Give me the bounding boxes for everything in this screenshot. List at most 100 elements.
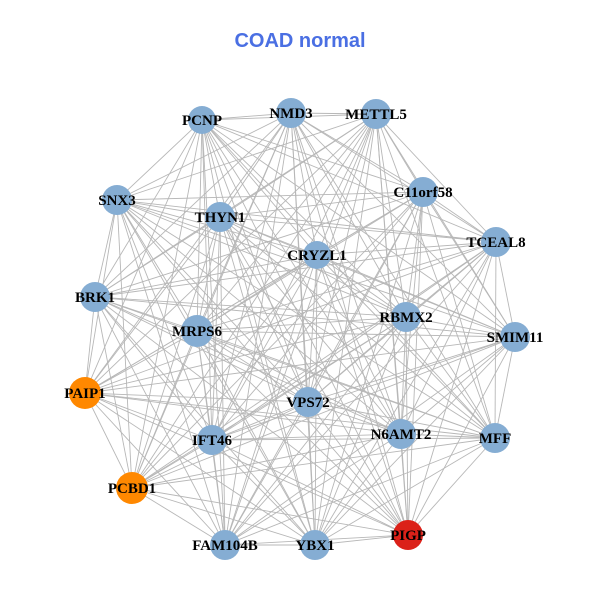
edge-C11orf58-BRK1 xyxy=(94,191,424,298)
edge-NMD3-RBMX2 xyxy=(290,112,407,318)
edge-SMIM11-VPS72 xyxy=(307,336,516,403)
edge-SNX3-BRK1 xyxy=(94,199,118,298)
edge-MRPS6-PIGP xyxy=(196,330,409,536)
edge-SMIM11-PAIP1 xyxy=(84,336,516,394)
edge-PCBD1-YBX1 xyxy=(131,487,316,546)
edge-SMIM11-YBX1 xyxy=(314,336,516,546)
edge-IFT46-MFF xyxy=(211,437,496,441)
edge-METTL5-MFF xyxy=(375,113,496,439)
edge-PCNP-RBMX2 xyxy=(201,119,407,318)
node-BRK1 xyxy=(80,282,110,312)
edge-SNX3-N6AMT2 xyxy=(116,199,402,435)
node-RBMX2 xyxy=(391,302,421,332)
edge-METTL5-CRYZL1 xyxy=(316,113,377,256)
edge-METTL5-PIGP xyxy=(375,113,409,536)
edge-THYN1-PCBD1 xyxy=(131,216,221,489)
edge-PCNP-N6AMT2 xyxy=(201,119,402,435)
edge-RBMX2-MFF xyxy=(405,316,496,439)
edge-CRYZL1-PIGP xyxy=(316,254,409,536)
edge-MFF-PIGP xyxy=(407,437,496,536)
edge-METTL5-VPS72 xyxy=(307,113,377,403)
edge-MRPS6-MFF xyxy=(196,330,496,439)
edge-TCEAL8-SMIM11 xyxy=(495,241,516,338)
node-NMD3 xyxy=(276,98,306,128)
edge-C11orf58-RBMX2 xyxy=(405,191,424,318)
edge-CRYZL1-PCBD1 xyxy=(131,254,318,489)
node-label-PAIP1: PAIP1 xyxy=(64,386,105,402)
node-THYN1 xyxy=(205,202,235,232)
node-label-FAM104B: FAM104B xyxy=(192,538,258,554)
edge-N6AMT2-MFF xyxy=(400,433,496,439)
edge-CRYZL1-N6AMT2 xyxy=(316,254,402,435)
node-label-CRYZL1: CRYZL1 xyxy=(287,248,346,264)
edge-TCEAL8-BRK1 xyxy=(94,241,497,298)
edge-METTL5-SNX3 xyxy=(116,113,377,201)
edges-layer xyxy=(84,112,516,546)
node-MRPS6 xyxy=(181,315,213,347)
edge-BRK1-PIGP xyxy=(94,296,409,536)
edge-PCNP-TCEAL8 xyxy=(201,119,497,243)
edge-CRYZL1-FAM104B xyxy=(224,254,318,546)
edge-MRPS6-RBMX2 xyxy=(196,316,407,332)
edge-SMIM11-IFT46 xyxy=(211,336,516,441)
node-label-MFF: MFF xyxy=(479,431,511,447)
edge-NMD3-CRYZL1 xyxy=(290,112,318,256)
node-label-BRK1: BRK1 xyxy=(75,290,115,306)
node-METTL5 xyxy=(361,99,391,129)
node-label-PIGP: PIGP xyxy=(390,528,426,544)
edge-BRK1-N6AMT2 xyxy=(94,296,402,435)
edge-SMIM11-FAM104B xyxy=(224,336,516,546)
edge-THYN1-PIGP xyxy=(219,216,409,536)
node-label-N6AMT2: N6AMT2 xyxy=(371,427,432,443)
node-label-METTL5: METTL5 xyxy=(345,107,407,123)
edge-MRPS6-SMIM11 xyxy=(196,330,516,338)
edge-NMD3-YBX1 xyxy=(290,112,316,546)
edge-RBMX2-PCBD1 xyxy=(131,316,407,489)
edge-SNX3-VPS72 xyxy=(116,199,309,403)
node-label-PCBD1: PCBD1 xyxy=(108,481,156,497)
edge-MRPS6-YBX1 xyxy=(196,330,316,546)
edge-PAIP1-PIGP xyxy=(84,392,409,536)
node-label-VPS72: VPS72 xyxy=(286,395,329,411)
node-MFF xyxy=(480,423,510,453)
edge-SNX3-MFF xyxy=(116,199,496,439)
edge-C11orf58-SNX3 xyxy=(116,191,424,201)
plot-title: COAD normal xyxy=(234,30,365,52)
node-PAIP1 xyxy=(69,377,101,409)
edge-SNX3-PIGP xyxy=(116,199,409,536)
edge-N6AMT2-PCBD1 xyxy=(131,433,402,489)
edge-TCEAL8-MFF xyxy=(494,241,497,439)
edge-SNX3-THYN1 xyxy=(116,199,221,218)
edge-CRYZL1-MRPS6 xyxy=(196,254,318,332)
node-CRYZL1 xyxy=(303,241,331,269)
edge-BRK1-IFT46 xyxy=(94,296,213,441)
node-VPS72 xyxy=(293,387,323,417)
labels-layer: PCNP NMD3 METTL5 C11orf58 SNX3 THYN1 TCEAL8 CRY… xyxy=(64,106,543,554)
edge-MRPS6-PCBD1 xyxy=(131,330,198,489)
edge-VPS72-N6AMT2 xyxy=(307,401,402,435)
edge-IFT46-YBX1 xyxy=(211,439,316,546)
edge-SNX3-RBMX2 xyxy=(116,199,407,318)
edge-SMIM11-PIGP xyxy=(407,336,516,536)
edge-PCBD1-PIGP xyxy=(131,487,409,536)
edge-PAIP1-FAM104B xyxy=(84,392,226,546)
node-label-C11orf58: C11orf58 xyxy=(393,185,452,201)
node-label-YBX1: YBX1 xyxy=(295,538,334,554)
edge-TCEAL8-N6AMT2 xyxy=(400,241,497,435)
edge-CRYZL1-RBMX2 xyxy=(316,254,407,318)
node-PCNP xyxy=(188,106,216,134)
edge-BRK1-VPS72 xyxy=(94,296,309,403)
edge-PCBD1-FAM104B xyxy=(131,487,226,546)
edge-METTL5-FAM104B xyxy=(224,113,377,546)
edge-TCEAL8-PCBD1 xyxy=(131,241,497,489)
edge-YBX1-PIGP xyxy=(314,534,409,546)
edge-NMD3-IFT46 xyxy=(211,112,292,441)
edge-THYN1-IFT46 xyxy=(211,216,221,441)
edge-PCNP-FAM104B xyxy=(201,119,226,546)
edge-N6AMT2-FAM104B xyxy=(224,433,402,546)
edge-THYN1-N6AMT2 xyxy=(219,216,402,435)
edge-SMIM11-MFF xyxy=(494,336,516,439)
node-label-THYN1: THYN1 xyxy=(195,210,246,226)
